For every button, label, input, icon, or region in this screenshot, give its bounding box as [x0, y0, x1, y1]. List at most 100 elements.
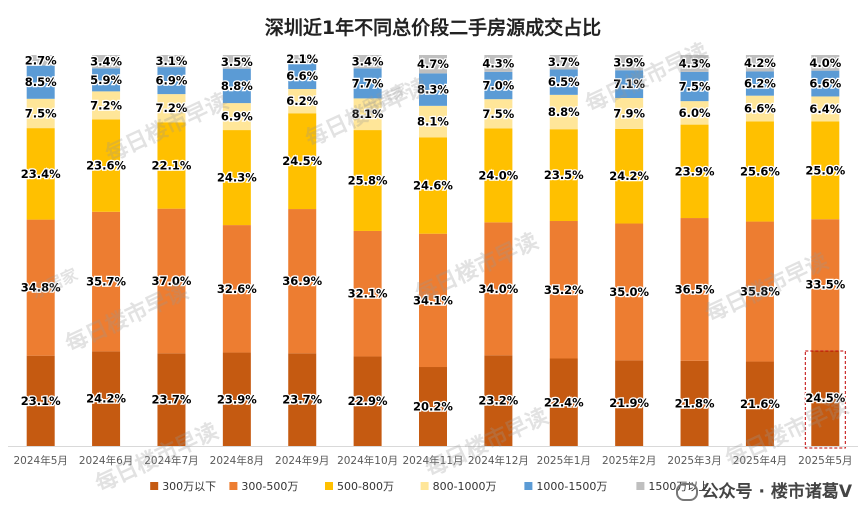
data-label: 3.4% [352, 55, 384, 69]
bar-segment [157, 353, 186, 446]
bar-segment [222, 103, 251, 131]
bar-segment [222, 352, 251, 446]
bar-segment [549, 55, 578, 70]
bar-segment [484, 71, 513, 100]
x-tick-label: 2024年9月 [275, 454, 329, 467]
wechat-icon [675, 483, 698, 501]
bar-segment [353, 55, 382, 69]
bar-segment [811, 219, 840, 351]
data-label: 36.5% [675, 282, 715, 296]
data-label: 8.3% [417, 83, 449, 97]
data-label: 2.7% [25, 53, 57, 67]
bar-segment [92, 68, 121, 92]
data-label: 21.8% [675, 396, 715, 410]
data-label: 2.1% [286, 52, 318, 66]
bar-segment [288, 353, 317, 446]
bar-segment [92, 211, 121, 352]
bar-segment [92, 55, 121, 69]
data-label: 35.0% [609, 285, 649, 299]
data-label: 34.8% [21, 281, 61, 295]
data-label: 32.1% [348, 287, 388, 301]
bar-segment [419, 233, 447, 368]
bar-segment [680, 71, 709, 102]
bar-segment [353, 230, 382, 357]
bar-segment [549, 221, 578, 359]
bar-segment [680, 124, 709, 219]
bar-segment [157, 55, 186, 68]
bar-segment [92, 351, 121, 446]
bar-segment [288, 209, 317, 354]
data-label: 7.2% [90, 98, 122, 112]
x-tick-label: 2024年8月 [210, 454, 264, 467]
legend-label: 500-800万 [337, 480, 394, 493]
data-label: 7.1% [613, 77, 645, 91]
bar-segment [419, 55, 447, 74]
bar-segment [615, 128, 644, 224]
data-label: 7.9% [613, 106, 645, 120]
legend-swatch [524, 482, 533, 490]
data-label: 24.3% [217, 171, 257, 185]
x-tick-label: 2025年2月 [602, 454, 656, 467]
bar-segment [157, 94, 186, 123]
data-label: 35.8% [740, 285, 780, 299]
data-label: 25.6% [740, 165, 780, 179]
bar-segment [615, 98, 644, 129]
data-label: 23.7% [152, 393, 192, 407]
data-label: 6.6% [744, 102, 776, 116]
legend-label: 300万以下 [162, 480, 216, 493]
data-label: 4.0% [809, 56, 841, 70]
bar-segment [353, 130, 382, 231]
data-label: 23.2% [478, 394, 518, 408]
data-label: 25.0% [805, 163, 845, 177]
data-label: 8.1% [417, 115, 449, 129]
bar-segment [26, 128, 55, 220]
bar-segment [549, 358, 578, 446]
data-label: 33.5% [805, 278, 845, 292]
account-credit: 公众号 · 楼市诸葛V [675, 477, 852, 502]
x-tick-label: 2024年11月 [402, 454, 463, 467]
x-tick-label: 2025年5月 [798, 454, 852, 467]
bar-segment [288, 55, 317, 64]
legend-swatch [229, 482, 238, 490]
bar-segment [353, 356, 382, 446]
bar-segment [157, 208, 186, 354]
data-label: 7.5% [25, 106, 57, 120]
x-tick-label: 2024年5月 [13, 454, 67, 467]
data-label: 8.8% [548, 105, 580, 119]
x-tick-label: 2024年10月 [337, 454, 398, 467]
data-label: 8.8% [221, 79, 253, 93]
data-label: 22.1% [152, 158, 192, 172]
data-label: 23.9% [675, 164, 715, 178]
bar-segment [419, 367, 447, 446]
data-label: 23.4% [21, 167, 61, 181]
bar-segment [419, 105, 447, 138]
data-label: 37.0% [152, 274, 192, 288]
data-label: 7.5% [679, 79, 711, 93]
data-label: 4.3% [679, 56, 711, 70]
bar-segment [680, 218, 709, 361]
bar-segment [222, 68, 251, 104]
data-label: 8.1% [352, 107, 384, 121]
data-label: 32.6% [217, 282, 257, 296]
bar-segment [484, 355, 513, 446]
bar-segment [615, 55, 644, 71]
bar-segment [745, 71, 774, 96]
data-label: 23.6% [86, 159, 126, 173]
data-label: 4.2% [744, 56, 776, 70]
data-label: 35.2% [544, 283, 584, 297]
data-label: 22.9% [348, 394, 388, 408]
bar-segment [745, 121, 774, 222]
bar-segment [26, 65, 55, 99]
data-label: 20.2% [413, 400, 453, 414]
data-label: 24.5% [805, 391, 845, 405]
bar-segment [811, 350, 840, 446]
x-tick-label: 2024年7月 [144, 454, 198, 467]
data-label: 3.4% [90, 55, 122, 69]
legend-label: 300-500万 [241, 480, 298, 493]
bar-segment [419, 73, 447, 106]
data-label: 34.0% [478, 282, 518, 296]
data-label: 7.5% [482, 107, 514, 121]
bar-segment [92, 91, 121, 120]
legend: 300万以下 300-500万 500-800万 800-1000万 1000-1500… [150, 480, 709, 493]
